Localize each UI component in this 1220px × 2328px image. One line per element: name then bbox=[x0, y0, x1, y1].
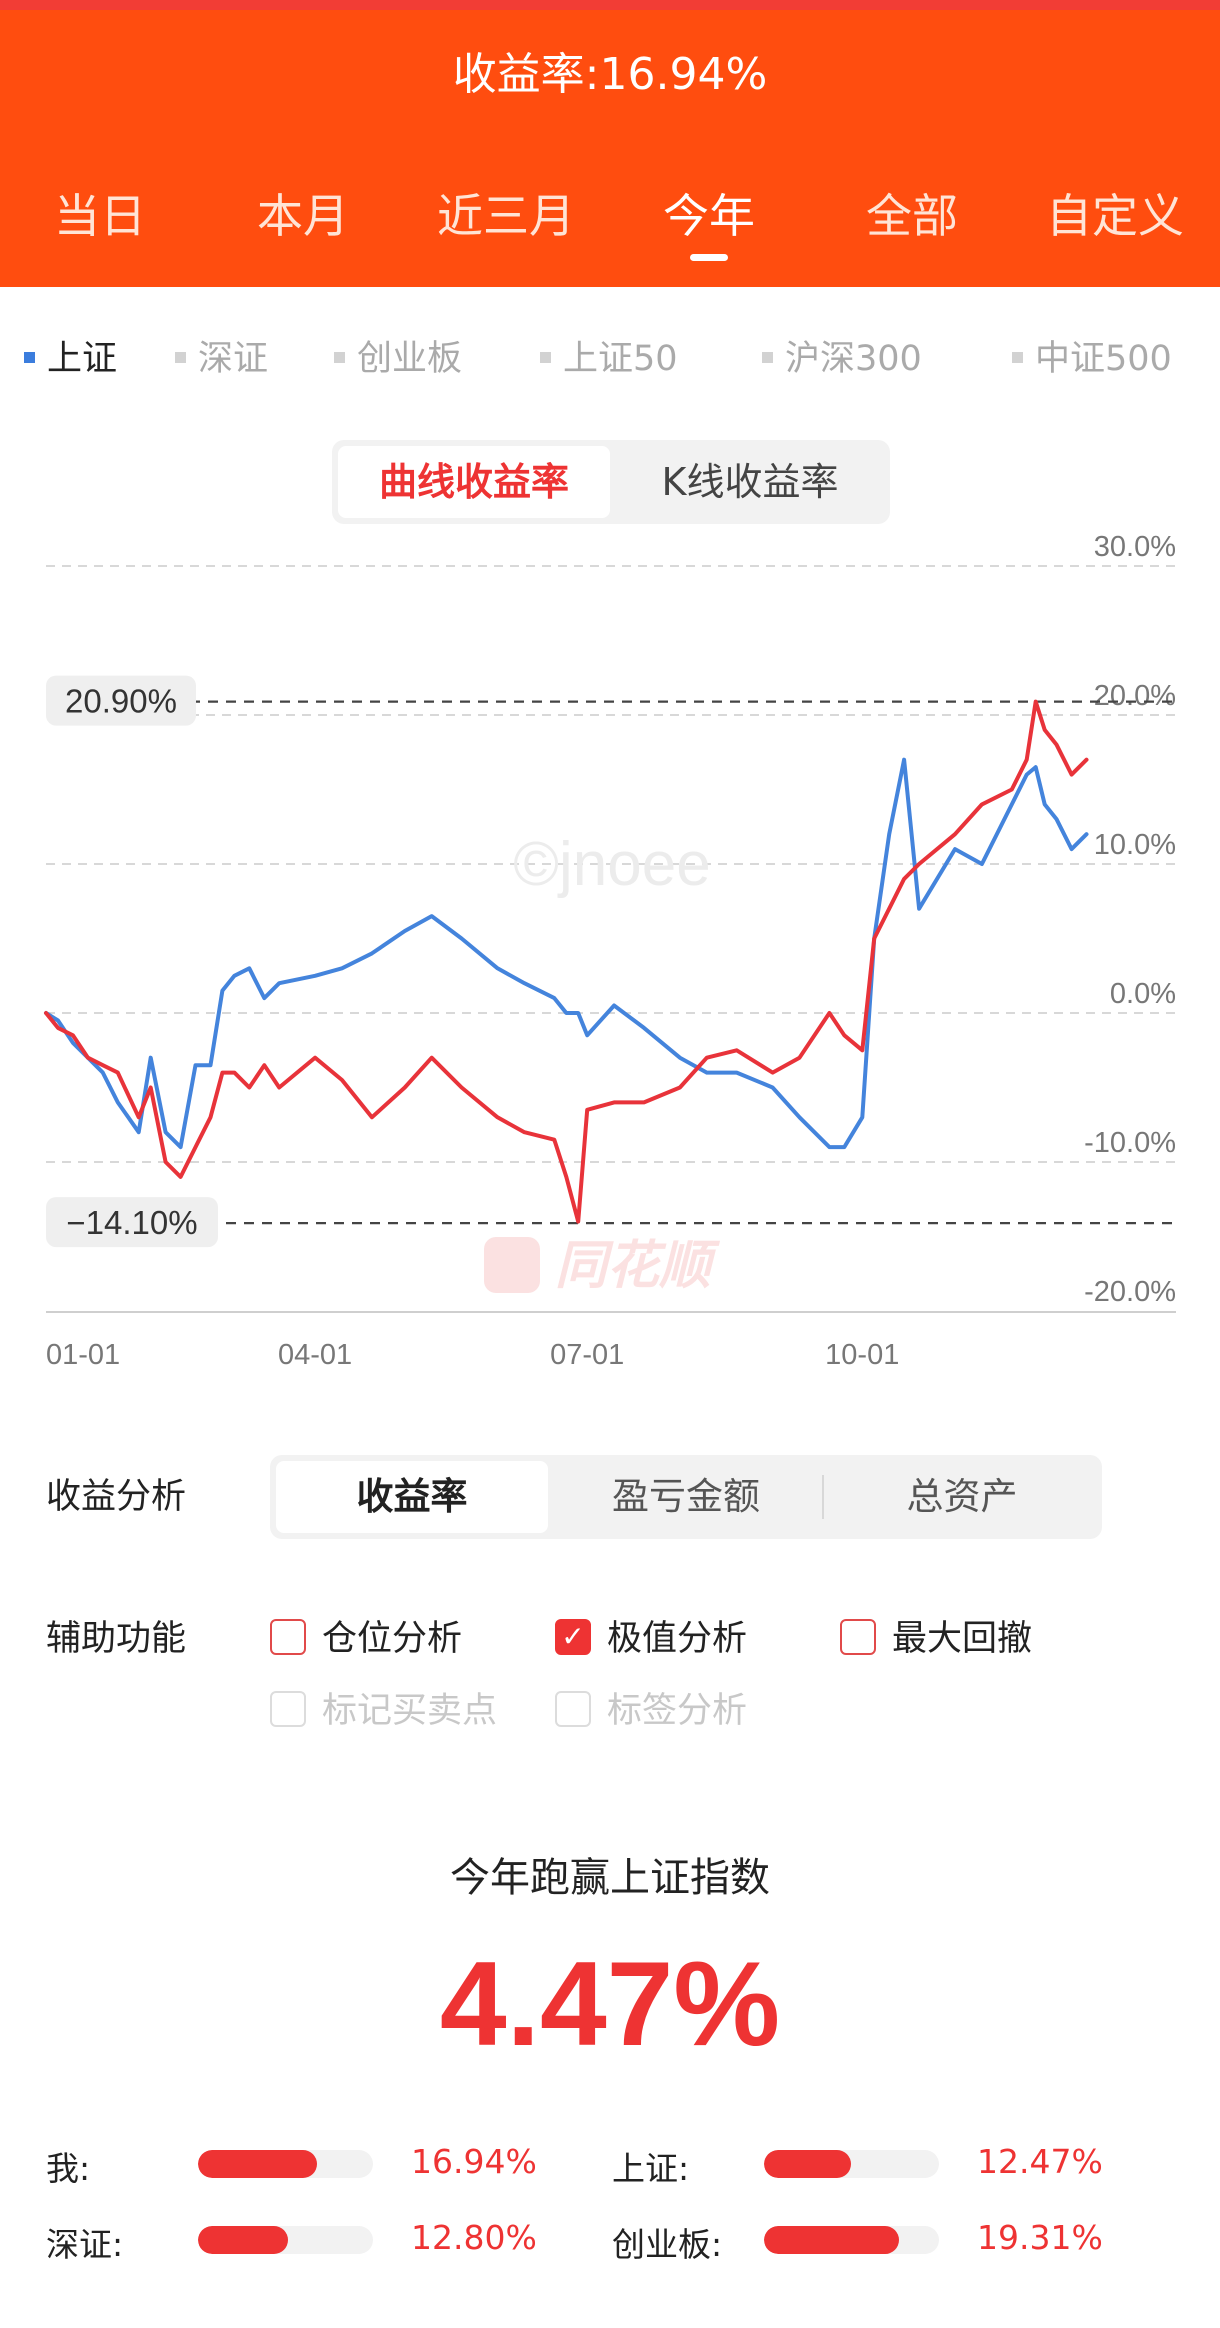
checkbox-icon bbox=[270, 1691, 306, 1727]
compare-bar bbox=[198, 2226, 373, 2254]
logo-icon bbox=[484, 1237, 540, 1293]
checkbox-icon bbox=[270, 1619, 306, 1655]
return-rate-title: 收益率:16.94% bbox=[452, 49, 768, 100]
y-tick-label: -10.0% bbox=[1084, 1127, 1176, 1159]
compare-bar-fill bbox=[764, 2150, 852, 2178]
tab-all[interactable]: 全部 bbox=[812, 180, 1012, 246]
compare-bar bbox=[198, 2150, 373, 2178]
analysis-label: 收益分析 bbox=[46, 1477, 187, 1517]
index-label: 中证500 bbox=[1035, 339, 1172, 379]
tag-analysis-checkbox: 标签分析 bbox=[555, 1682, 747, 1733]
checkbox-icon bbox=[840, 1619, 876, 1655]
y-tick-label: 10.0% bbox=[1094, 829, 1176, 861]
checkbox-icon bbox=[555, 1691, 591, 1727]
analysis-switch: 收益率 盈亏金额 总资产 bbox=[270, 1455, 1102, 1539]
series-dot-icon bbox=[540, 351, 551, 363]
tab-month[interactable]: 本月 bbox=[203, 180, 403, 246]
checkbox-label: 极值分析 bbox=[607, 1619, 748, 1659]
index-csi300[interactable]: 沪深300 bbox=[762, 330, 922, 381]
compare-bar-fill bbox=[764, 2226, 900, 2254]
return-curve-chart: 30.0% 20.0% 10.0% 0.0% -10.0% -20.0% ©jnoee 同花顺… bbox=[44, 531, 1176, 1371]
tab-label: 自定义 bbox=[1046, 189, 1184, 243]
checkmark-icon: ✓ bbox=[555, 1619, 591, 1655]
logo-text: 同花顺 bbox=[555, 1236, 721, 1296]
compare-label: 上证: bbox=[612, 2149, 690, 2188]
trade-points-checkbox: 标记买卖点 bbox=[270, 1682, 497, 1733]
return-rate-button[interactable]: 收益率 bbox=[276, 1461, 548, 1533]
index-selector: 上证 深证 创业板 上证50 沪深300 中证500 bbox=[0, 330, 1220, 380]
compare-bar-fill bbox=[198, 2150, 317, 2178]
compare-bar-fill bbox=[198, 2226, 288, 2254]
series-dot-icon bbox=[24, 351, 35, 363]
compare-bar bbox=[764, 2226, 939, 2254]
profit-loss-button[interactable]: 盈亏金额 bbox=[612, 1475, 760, 1518]
index-label: 深证 bbox=[198, 339, 269, 379]
extreme-analysis-checkbox[interactable]: ✓ 极值分析 bbox=[555, 1610, 747, 1661]
curve-return-button[interactable]: 曲线收益率 bbox=[338, 446, 610, 518]
extreme-badge bbox=[46, 675, 196, 726]
x-tick-label: 01-01 bbox=[46, 1339, 120, 1371]
position-analysis-checkbox[interactable]: 仓位分析 bbox=[270, 1610, 462, 1661]
compare-value: 16.94% bbox=[411, 2142, 537, 2181]
x-tick-label: 07-01 bbox=[550, 1339, 624, 1371]
aux-label: 辅助功能 bbox=[46, 1619, 187, 1659]
max-drawdown-checkbox[interactable]: 最大回撤 bbox=[840, 1610, 1032, 1661]
checkbox-label: 仓位分析 bbox=[322, 1619, 463, 1659]
kline-return-button[interactable]: K线收益率 bbox=[661, 460, 839, 504]
series-dot-icon bbox=[1012, 351, 1023, 363]
index-sse50[interactable]: 上证50 bbox=[540, 330, 678, 381]
index-label: 上证 bbox=[47, 339, 118, 379]
extreme-label: 20.90% bbox=[65, 683, 177, 720]
y-tick-label: -20.0% bbox=[1084, 1276, 1176, 1308]
tab-label: 本月 bbox=[257, 189, 349, 243]
checkbox-label: 标记买卖点 bbox=[322, 1691, 498, 1731]
compare-label: 深证: bbox=[46, 2225, 124, 2264]
series-dot-icon bbox=[175, 351, 186, 363]
compare-label: 创业板: bbox=[612, 2225, 723, 2264]
series-line bbox=[44, 699, 1089, 1224]
compare-value: 12.80% bbox=[411, 2218, 537, 2257]
tab-label: 当日 bbox=[54, 189, 146, 243]
series-dot-icon bbox=[762, 351, 773, 363]
checkbox-label: 标签分析 bbox=[607, 1691, 748, 1731]
tab-three-months[interactable]: 近三月 bbox=[406, 180, 606, 246]
header: 收益率:16.94% 当日 本月 近三月 今年 全部 自定义 bbox=[0, 0, 1220, 287]
tab-this-year[interactable]: 今年 bbox=[609, 180, 809, 261]
extreme-badge bbox=[46, 1197, 218, 1248]
y-tick-label: 20.0% bbox=[1094, 680, 1176, 712]
watermark-text: ©jnoee bbox=[513, 830, 710, 899]
index-chinext[interactable]: 创业板 bbox=[334, 330, 462, 381]
compare-bar bbox=[764, 2150, 939, 2178]
compare-label: 我: bbox=[46, 2149, 91, 2188]
series-line bbox=[44, 757, 1089, 1150]
series-dot-icon bbox=[334, 351, 345, 363]
compare-value: 12.47% bbox=[977, 2142, 1103, 2181]
index-shanghai[interactable]: 上证 bbox=[24, 330, 117, 381]
beat-index-value: 4.47% bbox=[439, 1937, 781, 2071]
tab-custom[interactable]: 自定义 bbox=[1015, 180, 1215, 246]
divider bbox=[822, 1475, 824, 1519]
beat-index-title: 今年跑赢上证指数 bbox=[450, 1855, 770, 1901]
tab-today[interactable]: 当日 bbox=[0, 180, 200, 246]
active-tab-indicator bbox=[690, 254, 728, 261]
tab-label: 今年 bbox=[663, 189, 755, 243]
index-csi500[interactable]: 中证500 bbox=[1012, 330, 1172, 381]
tab-label: 全部 bbox=[866, 189, 958, 243]
extreme-label: −14.10% bbox=[66, 1204, 197, 1241]
x-tick-label: 04-01 bbox=[278, 1339, 352, 1371]
y-tick-label: 30.0% bbox=[1094, 531, 1176, 563]
checkbox-label: 最大回撤 bbox=[892, 1619, 1033, 1659]
tab-label: 近三月 bbox=[437, 189, 575, 243]
status-line bbox=[0, 0, 1220, 10]
period-tabs: 当日 本月 近三月 今年 全部 自定义 bbox=[0, 180, 1220, 261]
compare-value: 19.31% bbox=[977, 2218, 1103, 2257]
index-label: 沪深300 bbox=[785, 339, 922, 379]
chart-mode-switch: 曲线收益率 K线收益率 bbox=[332, 440, 890, 524]
index-shenzhen[interactable]: 深证 bbox=[175, 330, 268, 381]
index-label: 上证50 bbox=[563, 339, 678, 379]
index-label: 创业板 bbox=[357, 339, 463, 379]
y-tick-label: 0.0% bbox=[1110, 978, 1176, 1010]
x-tick-label: 10-01 bbox=[825, 1339, 899, 1371]
total-assets-button[interactable]: 总资产 bbox=[906, 1475, 1018, 1518]
